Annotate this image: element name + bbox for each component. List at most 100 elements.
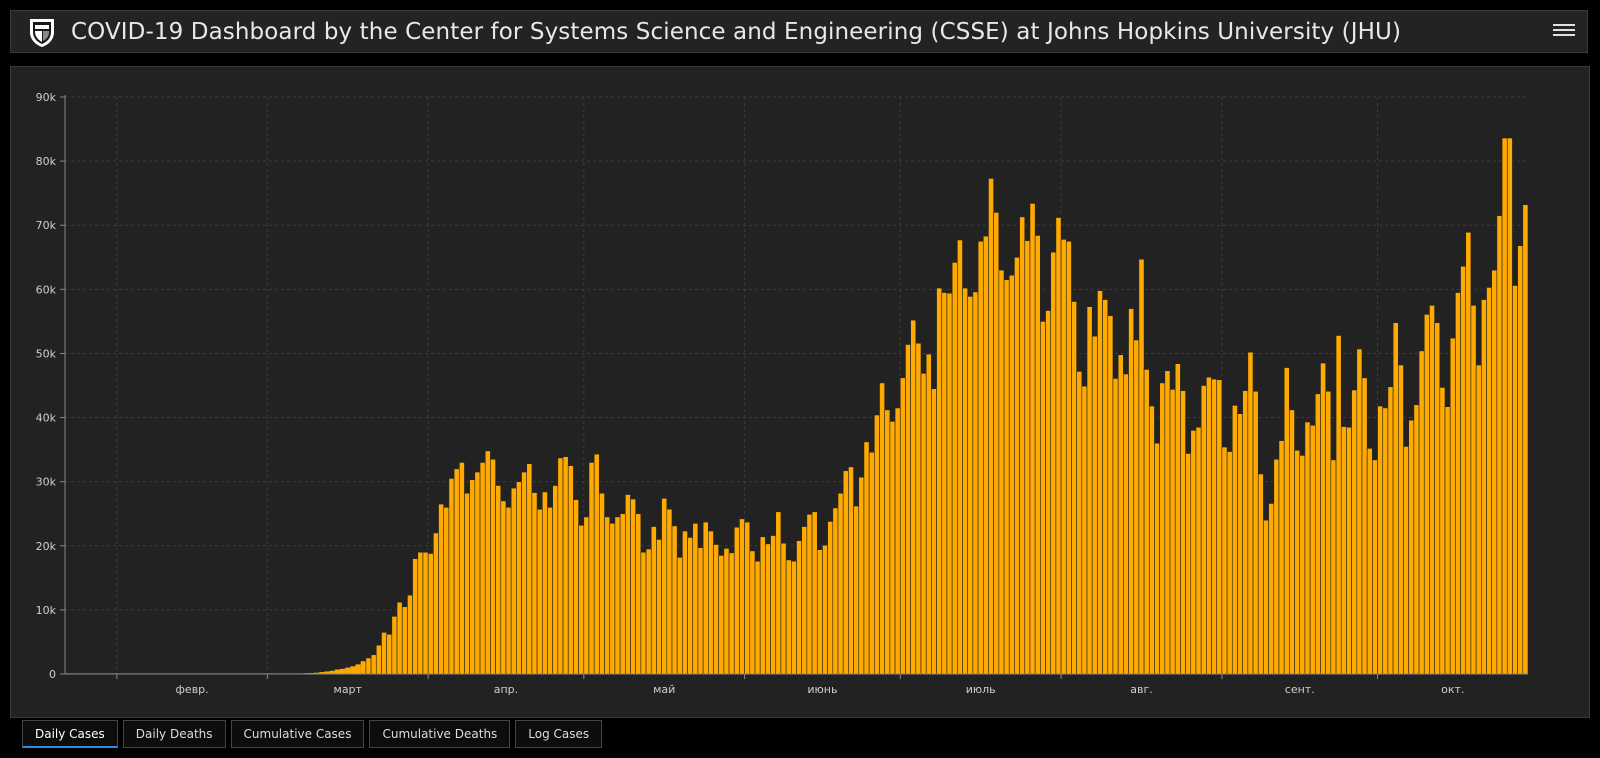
bar[interactable] — [858, 476, 865, 675]
bar[interactable] — [536, 508, 543, 675]
bar[interactable] — [1372, 459, 1378, 675]
bar[interactable] — [1377, 405, 1384, 675]
bar[interactable] — [718, 555, 725, 675]
bar[interactable] — [899, 377, 906, 675]
bar[interactable] — [526, 463, 533, 675]
bar[interactable] — [702, 521, 709, 675]
bar[interactable] — [1455, 292, 1461, 675]
bar[interactable] — [1268, 503, 1275, 675]
bar[interactable] — [484, 450, 491, 675]
bar[interactable] — [811, 511, 818, 675]
bar[interactable] — [1008, 274, 1015, 675]
bar[interactable] — [516, 481, 522, 675]
bar[interactable] — [920, 373, 927, 675]
bar[interactable] — [957, 239, 963, 675]
bar[interactable] — [1517, 245, 1524, 675]
bar[interactable] — [334, 669, 340, 674]
bar[interactable] — [1221, 446, 1228, 675]
bar[interactable] — [666, 508, 673, 675]
bar[interactable] — [650, 526, 657, 675]
bar[interactable] — [479, 462, 486, 675]
bar[interactable] — [962, 287, 969, 675]
bar[interactable] — [1387, 386, 1394, 675]
bar[interactable] — [1112, 378, 1119, 675]
bar[interactable] — [889, 421, 896, 675]
bar[interactable] — [635, 513, 642, 675]
bar[interactable] — [599, 492, 605, 675]
bar[interactable] — [1206, 376, 1212, 675]
bar[interactable] — [1190, 430, 1197, 675]
bar[interactable] — [1019, 216, 1026, 675]
bar[interactable] — [329, 670, 335, 674]
bar[interactable] — [874, 414, 880, 675]
bar[interactable] — [1133, 339, 1140, 675]
bar[interactable] — [1237, 413, 1243, 675]
bar[interactable] — [412, 558, 419, 675]
bar[interactable] — [1143, 369, 1150, 675]
bar[interactable] — [453, 468, 460, 675]
bar[interactable] — [1501, 137, 1508, 675]
bar[interactable] — [1071, 301, 1077, 675]
bar[interactable] — [739, 518, 745, 675]
bar[interactable] — [988, 178, 994, 675]
bar[interactable] — [1304, 421, 1311, 675]
bar[interactable] — [816, 549, 823, 675]
bar[interactable] — [848, 466, 854, 675]
bar[interactable] — [1242, 390, 1249, 675]
bar[interactable] — [521, 471, 528, 675]
bar[interactable] — [547, 507, 553, 675]
bar[interactable] — [495, 485, 502, 675]
bar[interactable] — [936, 287, 943, 675]
bar[interactable] — [1169, 389, 1176, 675]
bar[interactable] — [713, 544, 719, 675]
bar[interactable] — [541, 491, 548, 675]
bar[interactable] — [401, 606, 408, 675]
bar[interactable] — [1330, 459, 1337, 675]
bar[interactable] — [1356, 348, 1363, 675]
bar[interactable] — [614, 516, 621, 675]
bar[interactable] — [375, 644, 382, 675]
bar[interactable] — [593, 453, 600, 675]
bar[interactable] — [1273, 458, 1280, 675]
bar[interactable] — [1164, 370, 1171, 675]
bar[interactable] — [853, 505, 860, 675]
bar[interactable] — [1024, 240, 1031, 675]
bar[interactable] — [1138, 258, 1145, 675]
bar[interactable] — [692, 523, 699, 675]
bar[interactable] — [1148, 405, 1155, 675]
bar[interactable] — [868, 451, 875, 675]
bar[interactable] — [1314, 393, 1321, 675]
bar[interactable] — [443, 507, 450, 675]
tab-cumulative-cases[interactable]: Cumulative Cases — [230, 720, 365, 748]
bar[interactable] — [733, 526, 740, 675]
bar[interactable] — [1107, 315, 1114, 675]
bar[interactable] — [1200, 385, 1207, 675]
bar[interactable] — [1216, 379, 1223, 675]
bar[interactable] — [619, 513, 626, 675]
bar[interactable] — [1340, 426, 1347, 675]
bar[interactable] — [1065, 240, 1072, 675]
bar[interactable] — [1382, 407, 1389, 675]
bar[interactable] — [339, 668, 346, 674]
bar[interactable] — [433, 532, 439, 675]
bar[interactable] — [931, 388, 937, 675]
bar[interactable] — [884, 409, 891, 675]
bar[interactable] — [656, 539, 662, 675]
bar[interactable] — [775, 511, 782, 675]
bar[interactable] — [365, 657, 372, 675]
bar[interactable] — [1309, 424, 1316, 675]
bar[interactable] — [1346, 426, 1352, 675]
bar[interactable] — [832, 507, 839, 675]
bar[interactable] — [972, 291, 979, 675]
bar[interactable] — [1429, 305, 1435, 675]
bar[interactable] — [780, 542, 787, 675]
bar[interactable] — [1003, 279, 1010, 675]
bar[interactable] — [1029, 203, 1036, 675]
bar[interactable] — [1392, 322, 1399, 675]
bar[interactable] — [1050, 251, 1057, 675]
bar[interactable] — [977, 240, 984, 675]
bar[interactable] — [1263, 519, 1269, 675]
bar[interactable] — [500, 500, 507, 675]
bar[interactable] — [1475, 364, 1482, 675]
bar[interactable] — [578, 524, 585, 675]
